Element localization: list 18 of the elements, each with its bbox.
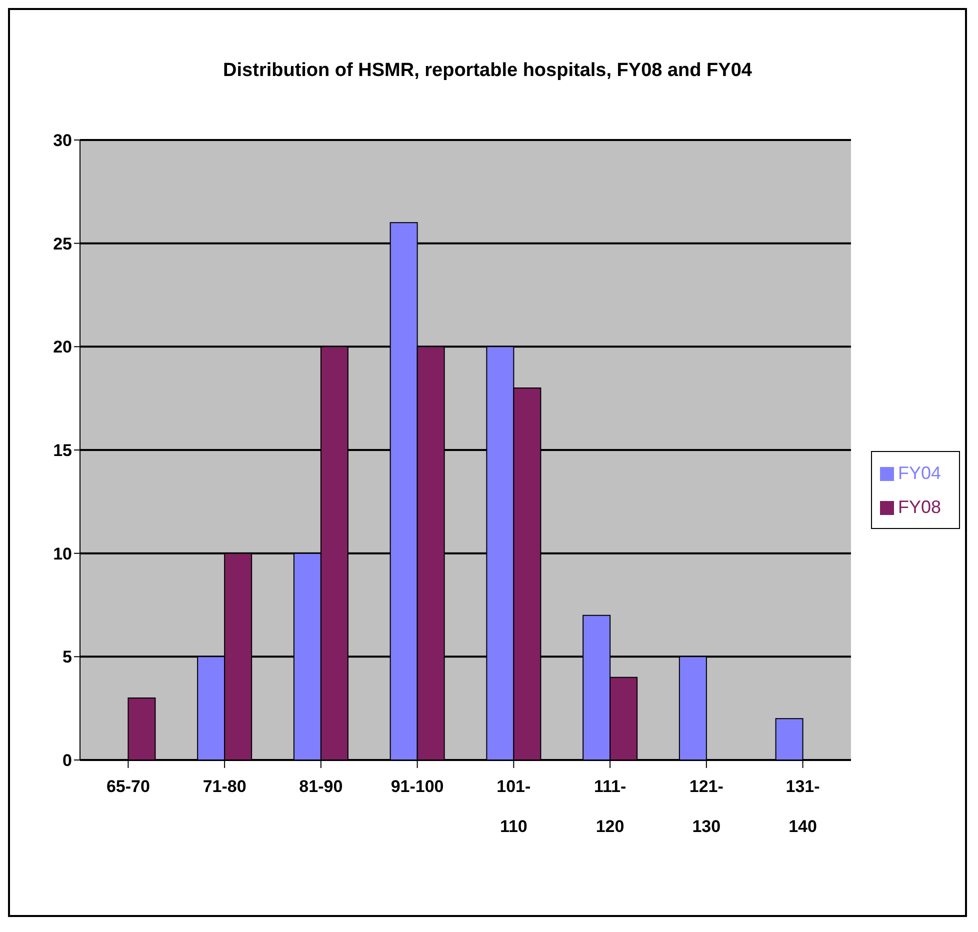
x-tick-label: 81-90	[299, 777, 343, 796]
y-tick-label: 5	[62, 648, 72, 667]
legend-label: FY08	[898, 497, 941, 517]
x-tick-label: 65-70	[106, 777, 150, 796]
y-tick-label: 25	[53, 234, 72, 254]
y-tick-label: 15	[53, 441, 72, 460]
legend-label: FY04	[898, 463, 941, 483]
category-label: 111- 120	[594, 777, 626, 836]
category-label: 101- 110	[496, 777, 531, 836]
y-tick-label: 10	[53, 544, 72, 564]
x-tick-label: 71-80	[202, 777, 246, 796]
category-label: 121- 130	[689, 777, 724, 836]
y-tick-label: 30	[53, 131, 72, 150]
y-tick-label: 20	[53, 338, 72, 357]
x-tick-label: 91-100	[390, 777, 444, 796]
category-label: 131- 140	[786, 777, 820, 836]
chart-title: Distribution of HSMR, reportable hospitals, FY08 and FY04	[222, 60, 753, 83]
y-tick-label: 0	[62, 751, 72, 770]
